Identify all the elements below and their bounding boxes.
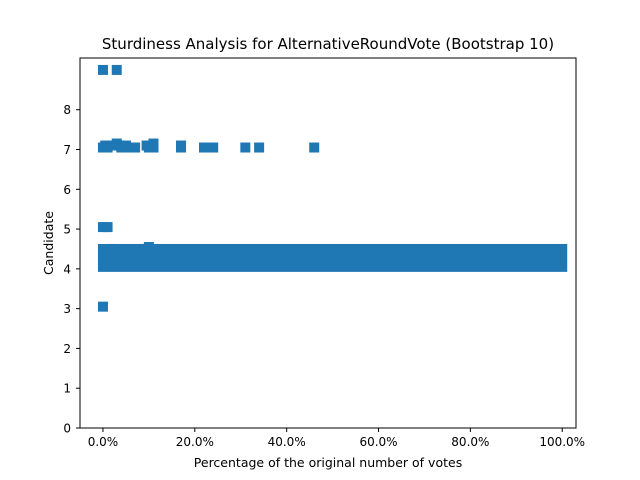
x-tick-label: 60.0% — [359, 435, 397, 449]
axes-frame — [79, 57, 577, 429]
x-tick-label: 40.0% — [268, 435, 306, 449]
data-point — [111, 64, 122, 75]
y-tick-label: 3 — [63, 302, 71, 316]
data-point — [130, 142, 141, 153]
y-axis-label: Candidate — [41, 211, 56, 275]
data-point — [148, 243, 159, 254]
y-tick-label: 5 — [63, 223, 71, 237]
data-point — [208, 142, 219, 153]
data-point — [199, 142, 209, 153]
data-point — [107, 243, 118, 254]
data-point — [148, 142, 159, 153]
y-axis-ticks: 0 1 2 3 4 5 6 7 8 — [63, 103, 80, 436]
x-axis-ticks: 0.0% 20.0% 40.0% 60.0% 80.0% 100.0% — [88, 428, 585, 449]
data-point — [97, 64, 108, 75]
x-tick-label: 80.0% — [451, 435, 489, 449]
y-tick-label: 2 — [63, 342, 71, 356]
x-tick-label: 0.0% — [88, 435, 119, 449]
chart-title: Sturdiness Analysis for AlternativeRound… — [102, 35, 554, 53]
data-point — [254, 142, 265, 153]
x-tick-label: 100.0% — [539, 435, 585, 449]
data-point — [102, 222, 113, 233]
y-tick-label: 4 — [63, 262, 71, 276]
y-tick-label: 8 — [63, 103, 71, 117]
x-axis-label: Percentage of the original number of vot… — [194, 455, 462, 470]
y-tick-label: 1 — [63, 382, 71, 396]
data-point — [309, 142, 320, 153]
x-tick-label: 20.0% — [176, 435, 214, 449]
y-tick-label: 6 — [63, 183, 71, 197]
marker-band — [97, 243, 568, 272]
y-tick-label: 7 — [63, 143, 71, 157]
y-tick-label: 0 — [63, 422, 71, 436]
data-point — [97, 301, 108, 312]
data-point — [240, 142, 251, 153]
data-point — [176, 142, 187, 153]
plot-area: 0.0% 20.0% 40.0% 60.0% 80.0% 100.0% 0 1 2 3 4 5 6 7 8 — [63, 57, 585, 449]
data-marks — [97, 64, 568, 312]
